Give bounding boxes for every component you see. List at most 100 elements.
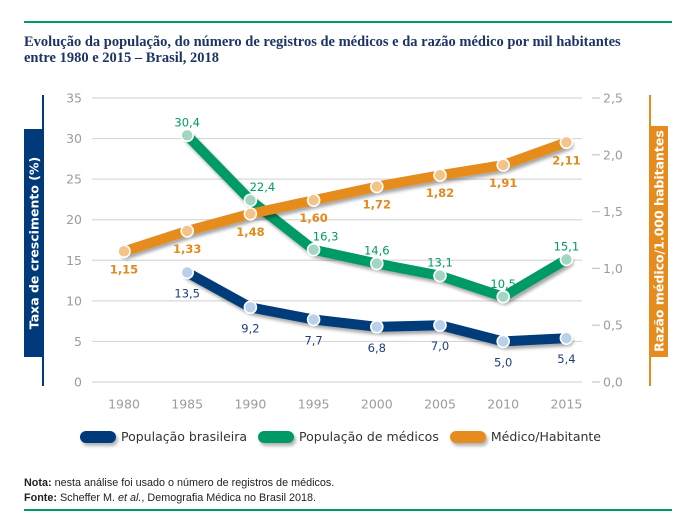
data-point-populacao-de-medicos [559, 252, 574, 267]
data-point-medico-habitante [559, 135, 574, 150]
chart-title-line-2: entre 1980 e 2015 – Brasil, 2018 [24, 50, 220, 66]
data-labels: 13,5 9,2 7,7 6,8 7,0 5,0 5,4 30,4 22,4 16,3 14,6 13… [110, 115, 581, 369]
x-tick-label: 1985 [171, 397, 203, 412]
left-tick-label: 35 [66, 91, 82, 106]
data-point-medico-habitante [496, 158, 511, 172]
right-tick-label: 1,5 [603, 204, 623, 219]
x-tick-label: 1980 [108, 397, 140, 412]
data-label-medico-habitante: 1,82 [426, 186, 454, 200]
left-tick-label: 15 [66, 253, 82, 268]
data-label-populacao-brasileira: 7,0 [431, 339, 449, 353]
data-point-populacao-de-medicos [180, 128, 194, 143]
data-point-populacao-brasileira [180, 265, 194, 280]
data-point-medico-habitante [306, 193, 321, 208]
legend-label: População brasileira [121, 429, 248, 444]
left-tick-label: 25 [66, 172, 82, 187]
right-tick-label: 0,5 [603, 318, 623, 333]
legend-item-populacao-de-medicos: População de médicos [258, 429, 439, 444]
source-text: Scheffer M. [56, 492, 118, 504]
bottom-divider [24, 509, 672, 511]
left-tick-label: 0 [74, 375, 82, 390]
data-point-populacao-brasileira [243, 300, 258, 315]
note-text: nesta análise foi usado o número de regi… [51, 477, 335, 489]
data-label-medico-habitante: 2,11 [552, 153, 580, 167]
x-axis: 1980 1985 1990 1995 2000 2005 2010 2015 [108, 397, 582, 412]
data-point-populacao-de-medicos [433, 268, 447, 283]
x-tick-label: 1990 [234, 397, 266, 412]
data-point-populacao-de-medicos [369, 256, 384, 271]
right-axis-title-box [649, 126, 668, 357]
series-markers [117, 128, 574, 349]
data-label-populacao-de-medicos: 30,4 [174, 115, 200, 129]
data-label-medico-habitante: 1,72 [363, 198, 391, 212]
data-point-populacao-brasileira [559, 331, 574, 345]
data-label-populacao-brasileira: 5,0 [494, 355, 512, 369]
chart-title: Evolução da população, do número de regi… [24, 34, 684, 66]
data-point-populacao-de-medicos [496, 289, 511, 304]
data-label-populacao-brasileira: 13,5 [174, 286, 200, 300]
source-line: Fonte: Scheffer M. et al., Demografia Mé… [24, 491, 334, 506]
source-et-al: et al. [118, 492, 142, 504]
right-tick-label: 0,0 [603, 375, 623, 390]
data-label-medico-habitante: 1,60 [299, 211, 327, 225]
right-tick-label: 2,5 [603, 91, 623, 106]
legend-item-medico-habitante: Médico/Habitante [449, 429, 601, 444]
data-point-medico-habitante [180, 224, 194, 238]
data-point-populacao-brasileira [369, 320, 384, 334]
data-point-medico-habitante [433, 168, 447, 183]
left-tick-label: 10 [66, 293, 82, 308]
left-axis-title-badge: Taxa de crescimento (%) [24, 95, 44, 386]
x-tick-label: 2005 [424, 397, 456, 412]
left-axis-title: Taxa de crescimento (%) [27, 157, 42, 329]
right-axis-title: Razão médico/1.000 habitantes [652, 130, 667, 352]
top-divider [24, 21, 672, 23]
data-point-medico-habitante [117, 244, 131, 259]
data-point-populacao-brasileira [306, 312, 321, 327]
note-line: Nota: nesta análise foi usado o número d… [24, 476, 334, 491]
x-tick-label: 2010 [487, 397, 519, 412]
data-point-populacao-de-medicos [243, 193, 258, 208]
series-line-medico-habitante [119, 137, 572, 257]
data-label-populacao-de-medicos: 22,4 [250, 180, 276, 194]
data-label-populacao-de-medicos: 10,5 [490, 277, 516, 291]
data-label-populacao-brasileira: 5,4 [557, 352, 575, 366]
right-tick-label: 2,0 [603, 147, 623, 162]
right-axis-title-badge: Razão médico/1.000 habitantes [649, 95, 668, 386]
data-label-medico-habitante: 1,91 [489, 176, 517, 190]
data-label-medico-habitante: 1,15 [110, 262, 138, 276]
data-label-medico-habitante: 1,33 [173, 242, 201, 256]
data-point-populacao-brasileira [496, 334, 511, 349]
x-tick-label: 2015 [550, 397, 582, 412]
legend-label: População de médicos [299, 429, 439, 444]
note-label: Nota: [24, 477, 52, 489]
left-tick-label: 30 [66, 131, 82, 146]
legend-item-populacao-brasileira: População brasileira [80, 429, 247, 444]
data-label-populacao-brasileira: 6,8 [368, 341, 386, 355]
legend-swatch-medico-habitante [449, 430, 486, 443]
x-tick-label: 2000 [361, 397, 393, 412]
left-tick-label: 5 [74, 334, 82, 349]
data-point-medico-habitante [243, 207, 258, 221]
legend-label: Médico/Habitante [490, 429, 601, 444]
footnotes: Nota: nesta análise foi usado o número d… [24, 476, 334, 506]
source-label: Fonte: [24, 492, 57, 504]
left-tick-label: 20 [66, 212, 82, 227]
data-label-medico-habitante: 1,48 [236, 225, 264, 239]
data-label-populacao-de-medicos: 14,6 [364, 244, 390, 258]
left-axis: 0 5 10 15 20 25 30 35 [66, 91, 82, 390]
source-text-2: , Demografia Médica no Brasil 2018. [141, 492, 317, 504]
data-label-populacao-de-medicos: 13,1 [427, 256, 453, 270]
data-point-populacao-brasileira [433, 318, 447, 333]
right-tick-label: 1,0 [603, 261, 623, 276]
data-label-populacao-de-medicos: 15,1 [554, 239, 580, 253]
legend-swatch-populacao-de-medicos [258, 430, 295, 443]
right-axis: 0,0 0,5 1,0 1,5 2,0 2,5 [592, 91, 623, 390]
data-label-populacao-brasileira: 9,2 [241, 321, 259, 335]
data-label-populacao-brasileira: 7,7 [304, 334, 322, 348]
chart-title-line-1: Evolução da população, do número de regi… [24, 34, 621, 50]
data-point-populacao-de-medicos [306, 242, 321, 257]
left-axis-title-box [24, 129, 44, 357]
legend: População brasileira População de médico… [80, 429, 612, 444]
data-point-medico-habitante [369, 179, 384, 194]
